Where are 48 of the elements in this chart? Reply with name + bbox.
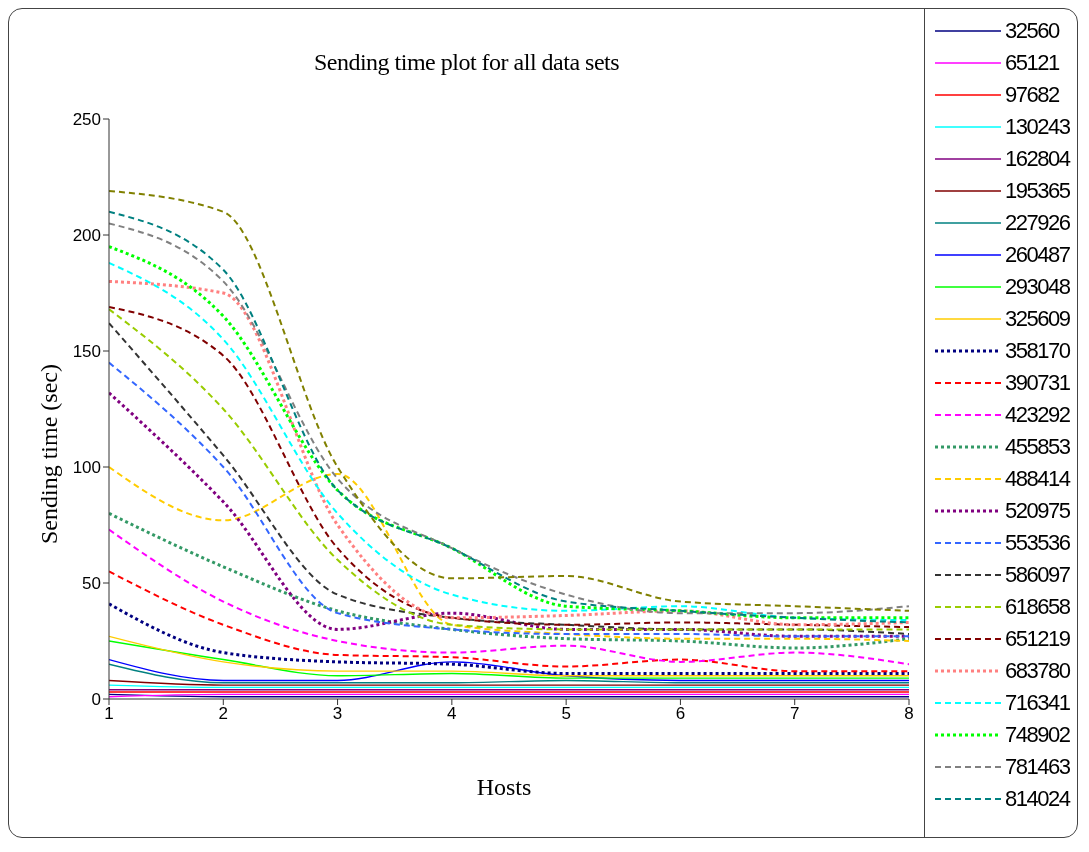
x-tick-label: 8	[904, 704, 914, 724]
legend-label: 520975	[1005, 498, 1070, 524]
x-axis-title: Hosts	[475, 774, 533, 801]
line-series	[109, 528, 909, 666]
legend-label: 130243	[1005, 114, 1070, 140]
legend-label: 65121	[1005, 50, 1059, 76]
legend-label: 748902	[1005, 722, 1070, 748]
legend-label: 455853	[1005, 434, 1070, 460]
line-series	[109, 658, 909, 682]
legend-label: 553536	[1005, 530, 1070, 556]
legend-label: 814024	[1005, 786, 1070, 812]
legend-label: 683780	[1005, 658, 1070, 684]
legend-label: 651219	[1005, 626, 1070, 652]
legend-label: 618658	[1005, 594, 1070, 620]
y-tick-label: 50	[82, 574, 101, 594]
x-tick-label: 3	[332, 704, 343, 724]
x-tick-label: 1	[104, 704, 114, 724]
line-series	[109, 570, 909, 673]
x-tick-label: 7	[789, 704, 800, 724]
legend-label: 781463	[1005, 754, 1070, 780]
y-tick-label: 0	[91, 690, 101, 710]
legend-label: 162804	[1005, 146, 1070, 172]
y-axis-title: Sending time (sec)	[35, 364, 63, 544]
legend-label: 586097	[1005, 562, 1070, 588]
line-series	[109, 602, 909, 675]
legend-label: 488414	[1005, 466, 1070, 492]
legend-label: 423292	[1005, 402, 1070, 428]
legend-label: 227926	[1005, 210, 1070, 236]
y-tick-label: 100	[72, 458, 101, 478]
line-series	[109, 511, 909, 650]
x-tick-label: 6	[675, 704, 686, 724]
legend-label: 260487	[1005, 242, 1070, 268]
x-tick-label: 2	[218, 704, 229, 724]
line-series	[109, 466, 909, 642]
x-tick-label: 4	[447, 704, 457, 724]
legend-label: 97682	[1005, 82, 1059, 108]
chart-title: Sending time plot for all data sets	[312, 49, 621, 76]
x-tick-label: 5	[561, 704, 571, 724]
legend-label: 716341	[1005, 690, 1070, 716]
legend-label: 195365	[1005, 178, 1070, 204]
legend-label: 390731	[1005, 370, 1070, 396]
legend-label: 293048	[1005, 274, 1070, 300]
y-tick-label: 150	[72, 342, 101, 362]
legend-label: 325609	[1005, 306, 1070, 332]
y-tick-label: 200	[72, 226, 101, 246]
legend-label: 32560	[1005, 18, 1059, 44]
y-tick-label: 250	[72, 110, 101, 130]
legend-label: 358170	[1005, 338, 1070, 364]
